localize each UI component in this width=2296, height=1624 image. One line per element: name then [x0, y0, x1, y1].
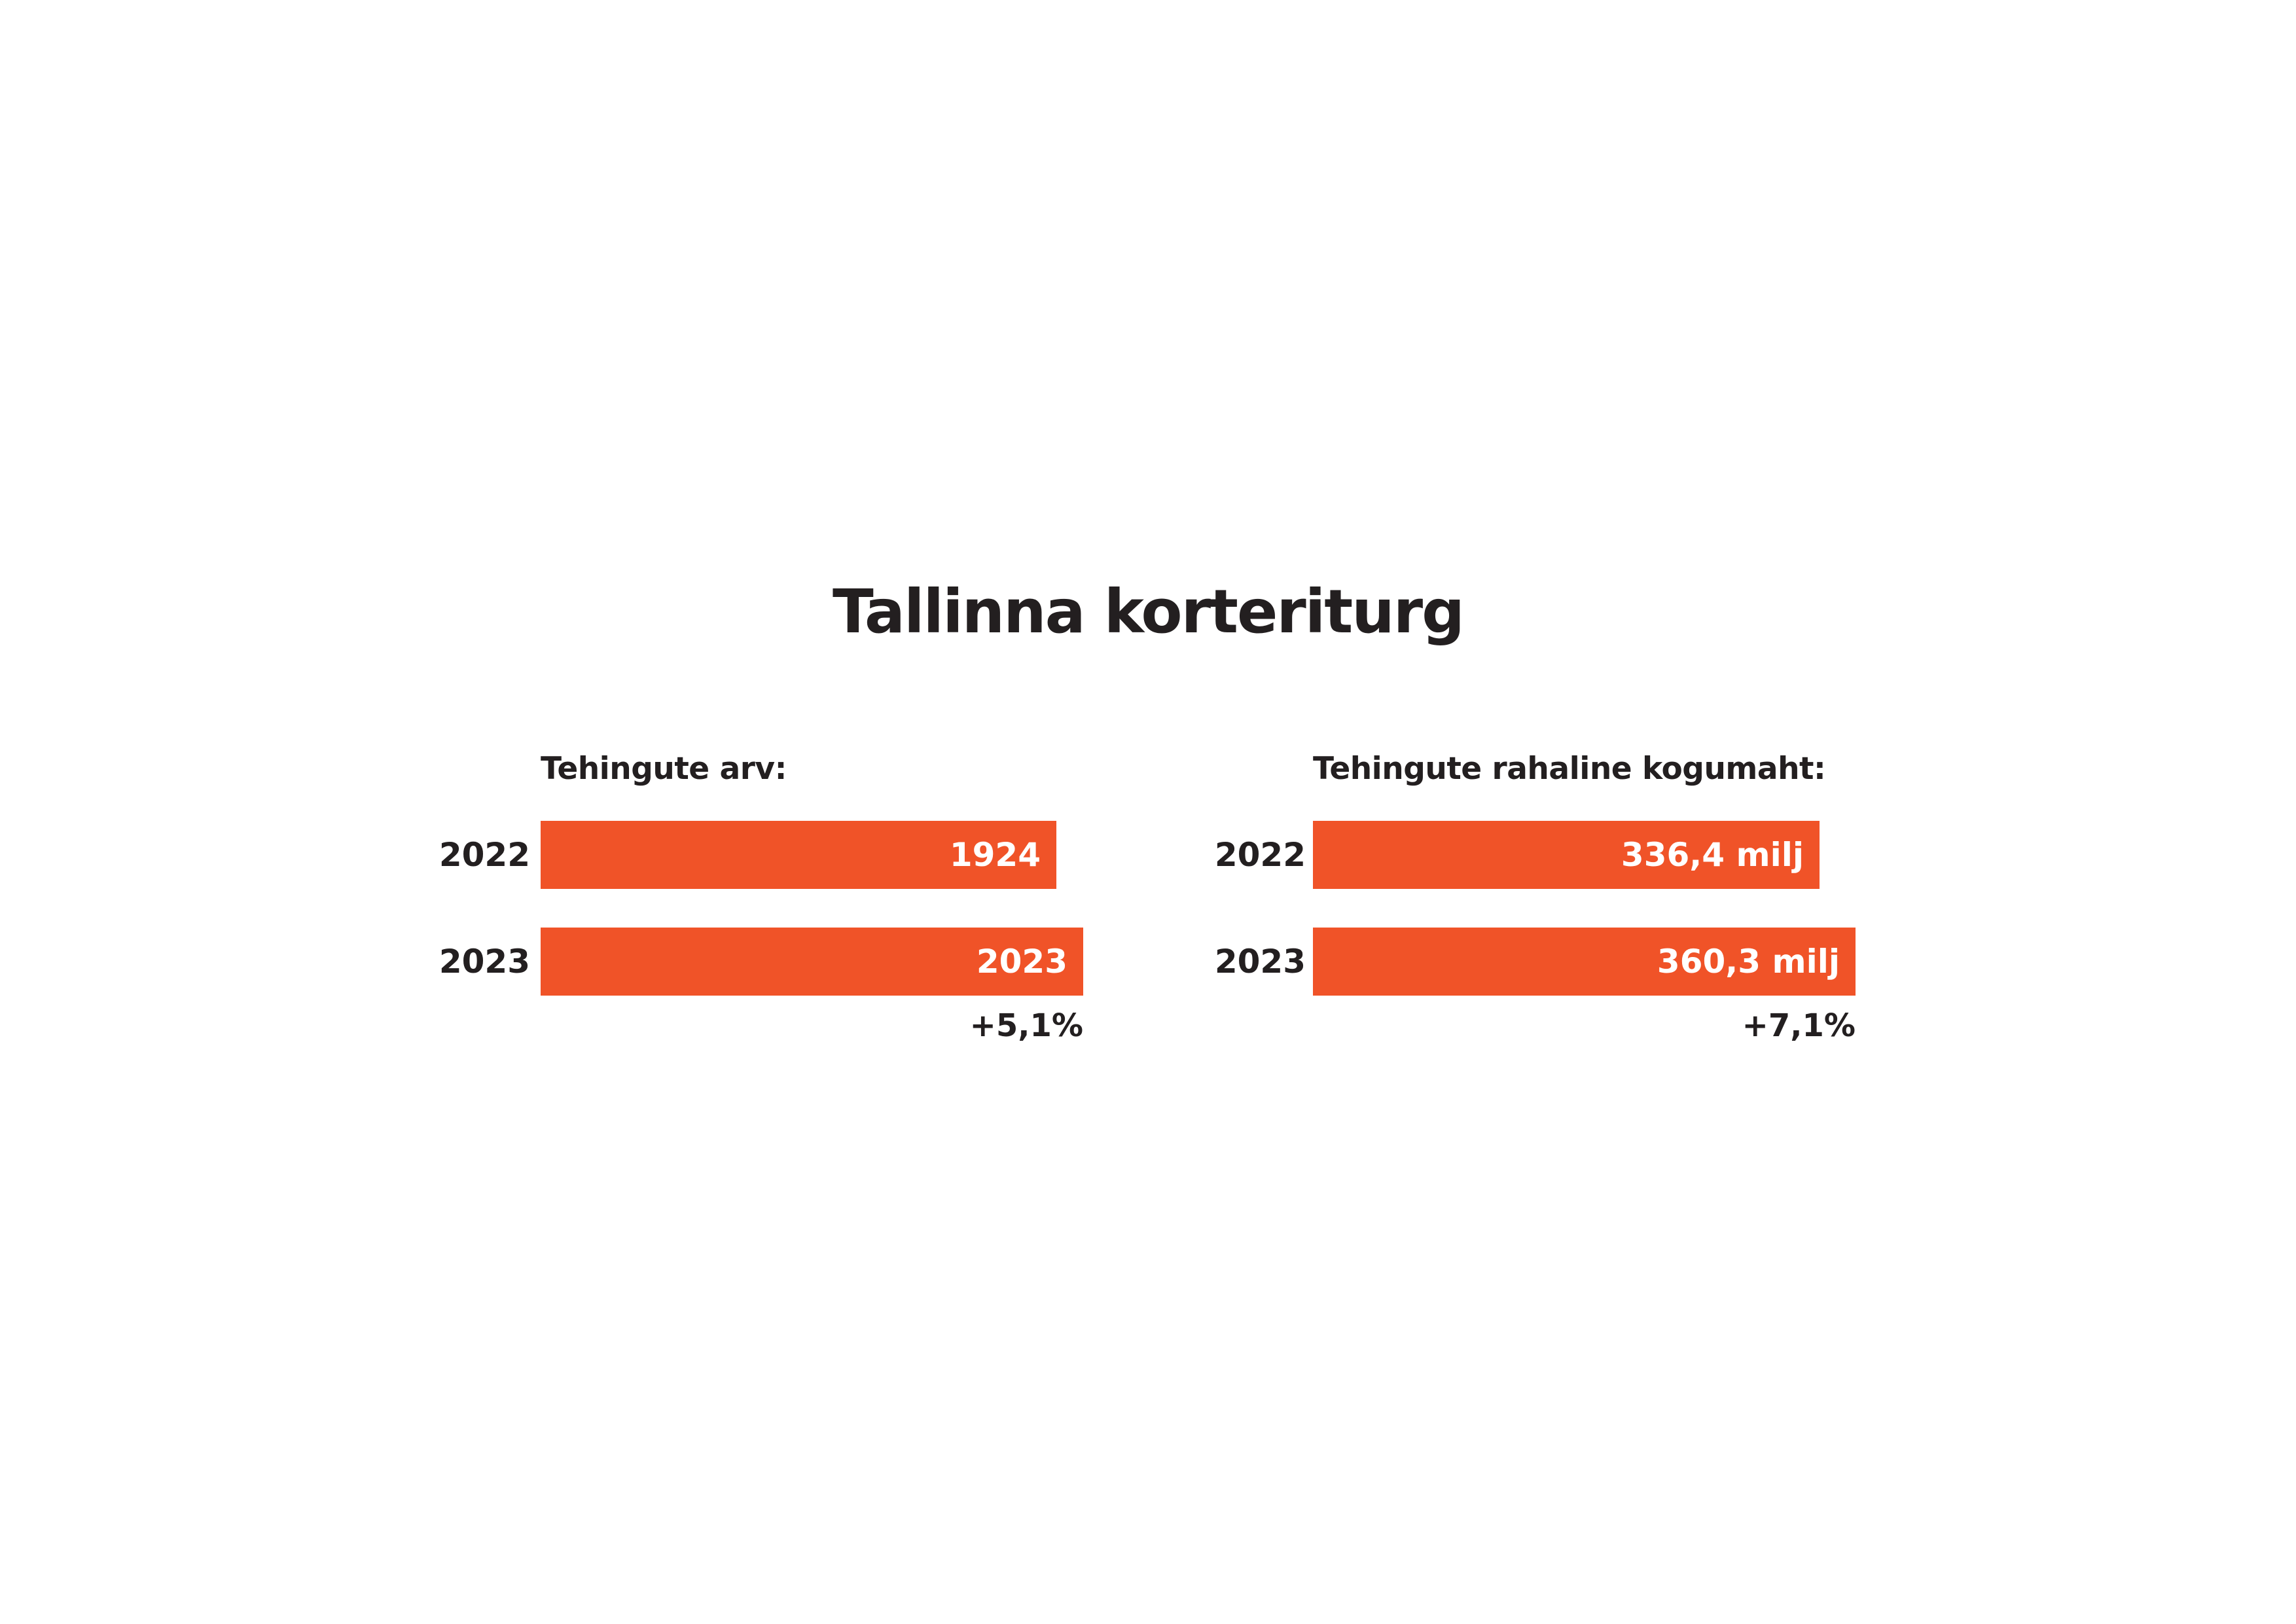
year-label-2022: 2022 — [1214, 836, 1306, 874]
bar-value-label: 360,3 milj — [1657, 943, 1840, 981]
bar-2023 — [541, 928, 1083, 996]
change-label: +5,1% — [969, 1007, 1083, 1044]
bar-value-label: 336,4 milj — [1621, 836, 1804, 874]
panel-title: Tehingute arv: — [541, 751, 787, 787]
bar-2022 — [1313, 821, 1820, 889]
panel-title: Tehingute rahaline kogumaht: — [1313, 751, 1826, 787]
bar-2022 — [541, 821, 1056, 889]
bar-value-label: 1924 — [949, 836, 1041, 874]
bar-value-label: 2023 — [976, 943, 1067, 981]
change-label: +7,1% — [1742, 1007, 1856, 1044]
year-label-2023: 2023 — [439, 943, 530, 981]
bar-2023 — [1313, 928, 1856, 996]
year-label-2022: 2022 — [439, 836, 530, 874]
year-label-2023: 2023 — [1214, 943, 1306, 981]
chart-title: Tallinna korteriturg — [833, 577, 1465, 647]
